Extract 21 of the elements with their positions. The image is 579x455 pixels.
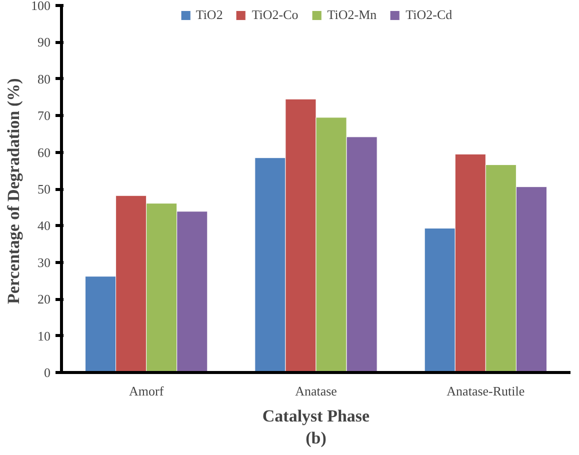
y-tick-label: 30 bbox=[38, 254, 50, 270]
y-axis-title: Percentage of Degradation (%) bbox=[4, 78, 23, 304]
x-tick-label: Amorf bbox=[129, 384, 164, 398]
x-axis-title: Catalyst Phase bbox=[262, 406, 370, 426]
legend-label: TiO2 bbox=[196, 7, 223, 23]
legend-label: TiO2-Mn bbox=[327, 7, 377, 23]
y-tick-label: 80 bbox=[38, 71, 50, 86]
x-tick-label: Anatase bbox=[295, 384, 338, 398]
legend-label: TiO2-Cd bbox=[406, 7, 452, 23]
y-tick-label: 0 bbox=[44, 365, 50, 380]
y-tick-label: 60 bbox=[38, 144, 50, 160]
x-tick-label: Anatase-Rutile bbox=[446, 384, 525, 398]
y-tick-label: 20 bbox=[38, 292, 50, 307]
y-tick-label: 70 bbox=[38, 108, 50, 124]
y-tick-label: 100 bbox=[31, 0, 50, 13]
legend-label: TiO2-Co bbox=[252, 7, 298, 23]
text: (b) bbox=[306, 428, 326, 448]
y-tick-label: 40 bbox=[38, 218, 50, 234]
y-tick-label: 90 bbox=[38, 34, 50, 50]
y-tick-label: 50 bbox=[38, 182, 50, 196]
y-tick-label: 10 bbox=[38, 328, 50, 344]
